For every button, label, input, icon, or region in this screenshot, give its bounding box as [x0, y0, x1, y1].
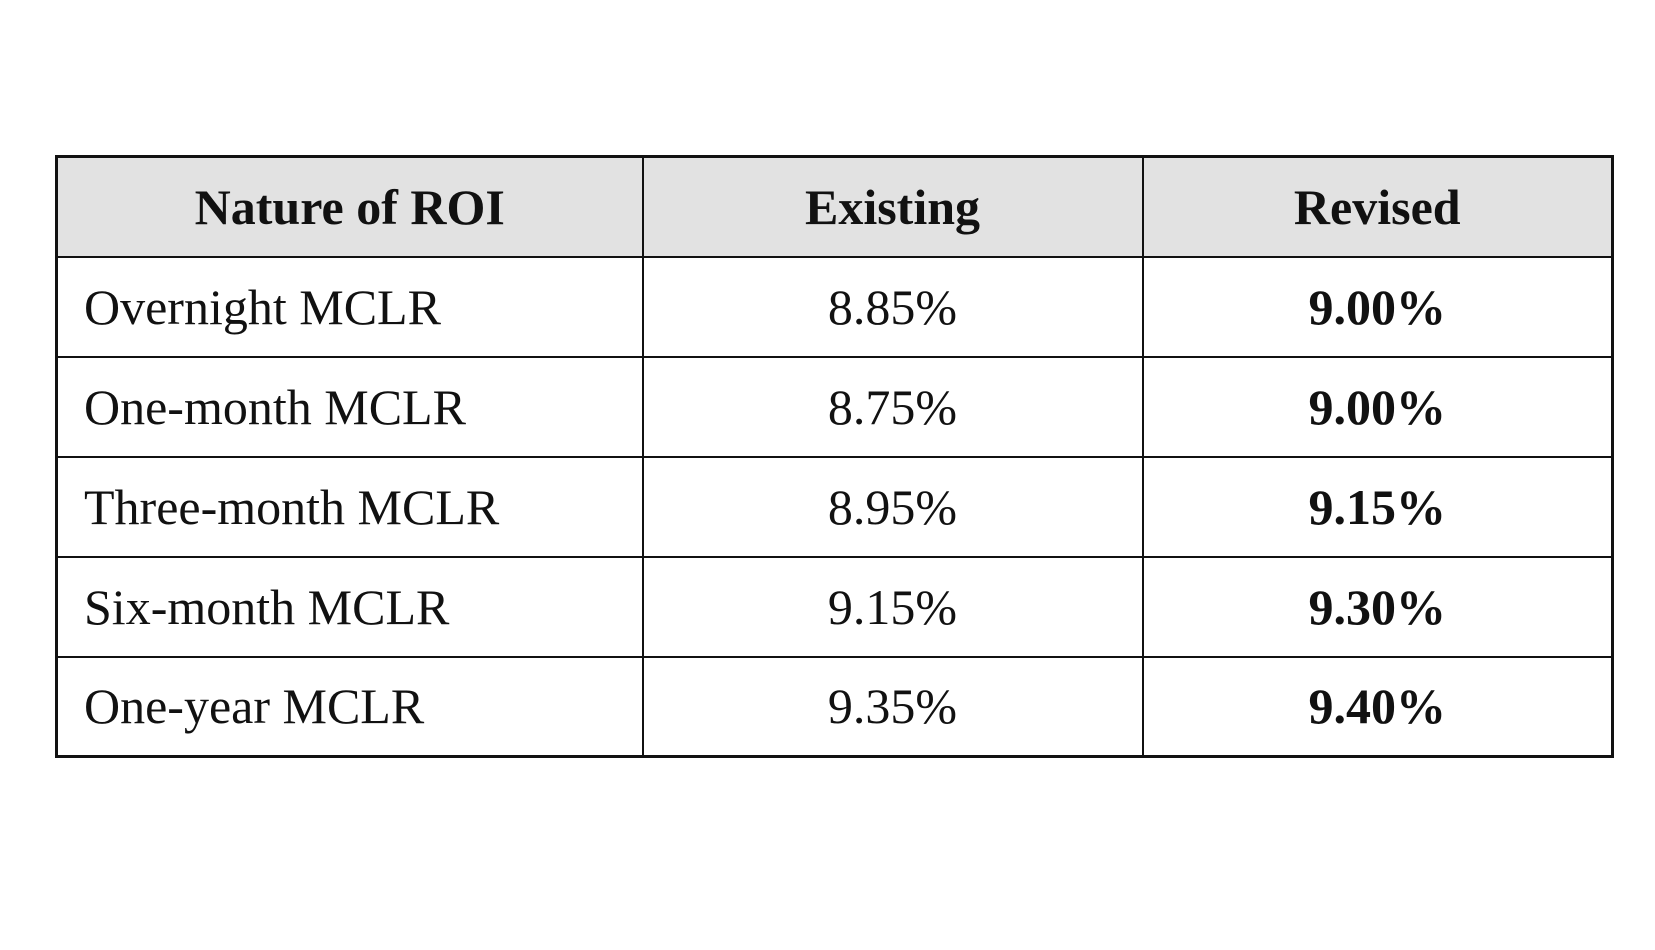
revised-rate-cell: 9.40%: [1141, 655, 1614, 758]
existing-rate-cell: 8.95%: [641, 455, 1144, 558]
existing-rate-cell: 9.35%: [641, 655, 1144, 758]
existing-rate-cell: 8.75%: [641, 355, 1144, 458]
rate-name-cell: Overnight MCLR: [55, 255, 644, 358]
column-header-existing: Existing: [641, 155, 1144, 258]
existing-rate-cell: 9.15%: [641, 555, 1144, 658]
table-row: Three-month MCLR 8.95% 9.15%: [55, 455, 1614, 558]
table-row: Six-month MCLR 9.15% 9.30%: [55, 555, 1614, 658]
existing-rate-cell: 8.85%: [641, 255, 1144, 358]
revised-rate-cell: 9.00%: [1141, 355, 1614, 458]
revised-rate-cell: 9.15%: [1141, 455, 1614, 558]
table-header: Nature of ROI Existing Revised: [55, 155, 1614, 258]
revised-rate-cell: 9.00%: [1141, 255, 1614, 358]
table-row: One-month MCLR 8.75% 9.00%: [55, 355, 1614, 458]
mclr-rate-table: Nature of ROI Existing Revised Overnight…: [55, 155, 1614, 758]
table-row: One-year MCLR 9.35% 9.40%: [55, 655, 1614, 758]
header-row: Nature of ROI Existing Revised: [55, 155, 1614, 258]
table-row: Overnight MCLR 8.85% 9.00%: [55, 255, 1614, 358]
rate-name-cell: Three-month MCLR: [55, 455, 644, 558]
rate-name-cell: One-year MCLR: [55, 655, 644, 758]
revised-rate-cell: 9.30%: [1141, 555, 1614, 658]
column-header-nature: Nature of ROI: [55, 155, 644, 258]
rate-name-cell: One-month MCLR: [55, 355, 644, 458]
table-body: Overnight MCLR 8.85% 9.00% One-month MCL…: [55, 255, 1614, 758]
column-header-revised: Revised: [1141, 155, 1614, 258]
rate-name-cell: Six-month MCLR: [55, 555, 644, 658]
